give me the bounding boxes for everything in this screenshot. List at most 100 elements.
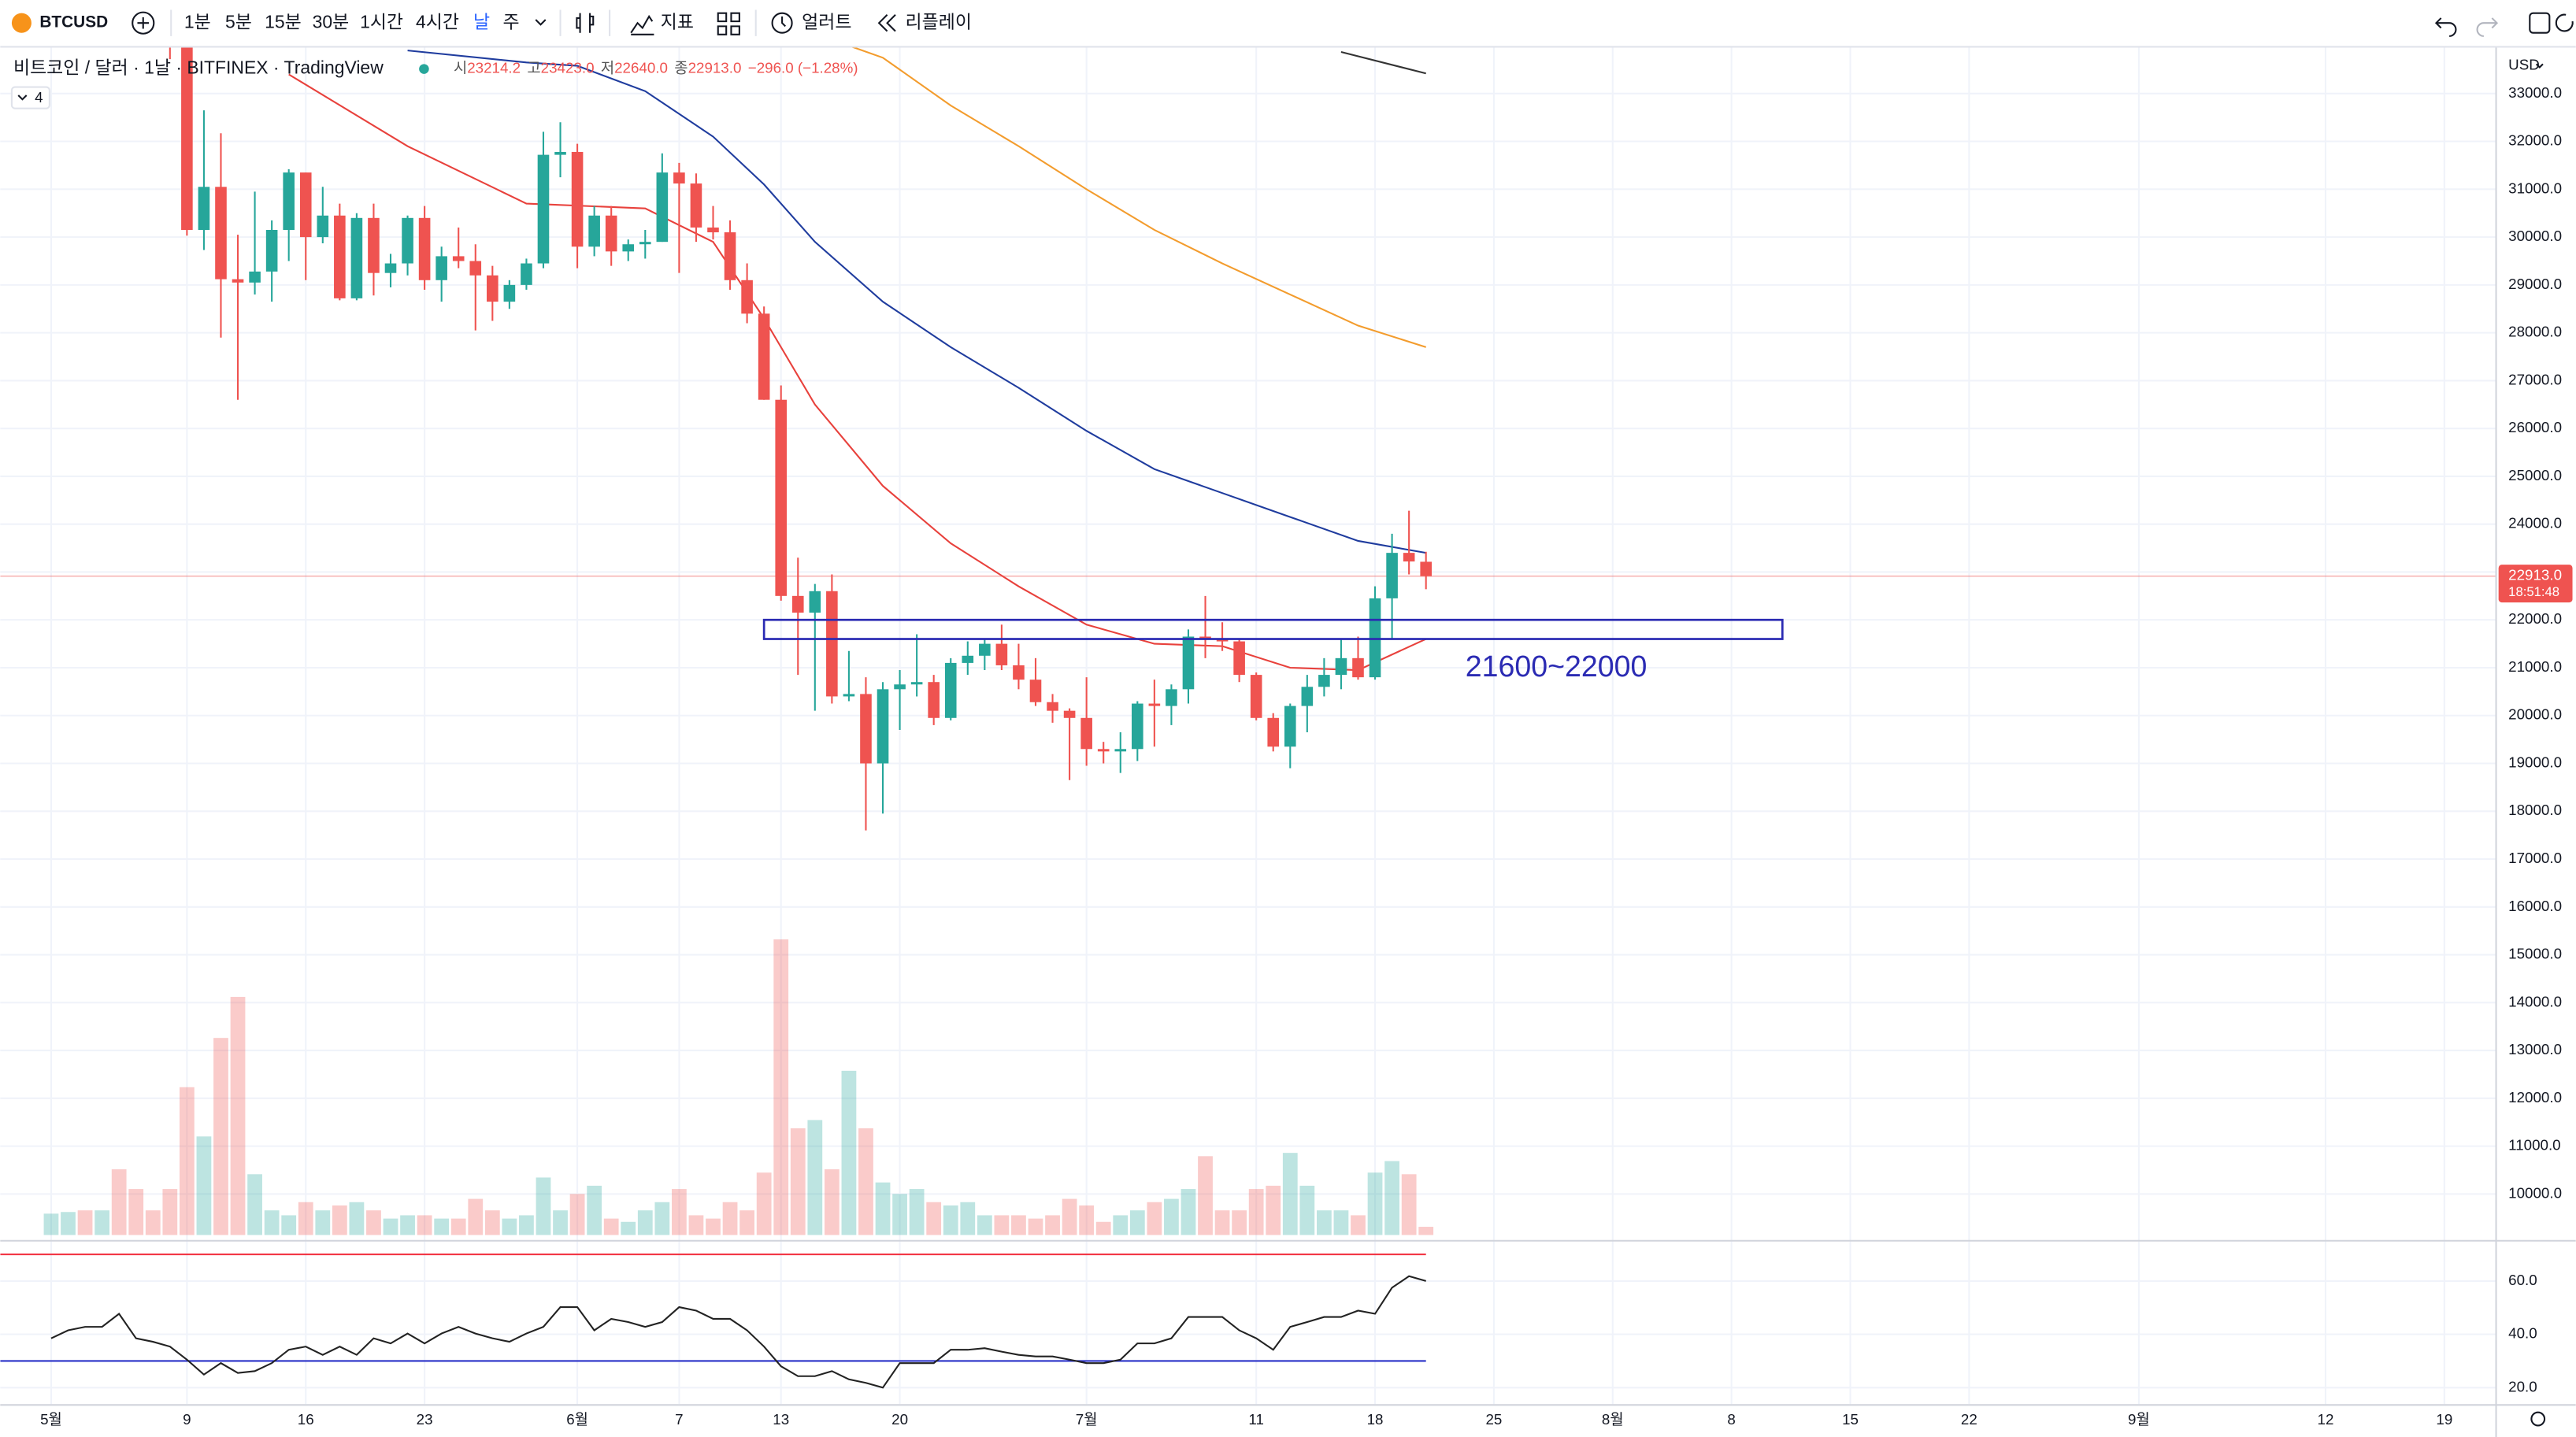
- axes-layer: USD 33000.0 32000.0 31000.0 30000.0 29000.0 28…: [0, 47, 2576, 1437]
- symbol[interactable]: BTCUSD: [39, 13, 108, 31]
- x-tick-label: 25: [1485, 1411, 1502, 1428]
- candle-body: [1216, 639, 1229, 642]
- add-symbol-button[interactable]: [132, 11, 155, 35]
- volume-bar: [1232, 1210, 1247, 1235]
- interval-dropdown[interactable]: [535, 19, 547, 26]
- last-price-tag: [2498, 565, 2573, 603]
- candle-body: [860, 694, 872, 764]
- interval-button[interactable]: 15분: [265, 11, 302, 31]
- candle-body: [707, 227, 719, 233]
- candle-body: [487, 275, 499, 302]
- series-title: 비트코인 / 달러 · 1날 · BITFINEX · TradingView: [13, 57, 384, 78]
- volume-bar: [502, 1218, 517, 1235]
- snapshot-button[interactable]: [2555, 13, 2574, 32]
- candle-body: [1063, 710, 1076, 718]
- volume-bar: [1367, 1172, 1383, 1235]
- volume-bar: [654, 1202, 670, 1235]
- volume-bar: [1248, 1189, 1264, 1235]
- candle-body: [249, 271, 261, 283]
- volume-bar: [790, 1128, 806, 1235]
- volume-bar: [349, 1202, 365, 1235]
- volume-bar: [95, 1210, 109, 1235]
- candle-body: [741, 280, 753, 314]
- candle-body: [1318, 675, 1330, 687]
- volume-bar: [553, 1210, 568, 1235]
- candle-body: [639, 242, 651, 245]
- volume-bar: [77, 1210, 93, 1235]
- y-tick-label: 25000.0: [2508, 467, 2562, 483]
- settings-button[interactable]: [2530, 1411, 2546, 1427]
- volume-bar: [1266, 1185, 1281, 1235]
- indicator-collapse-button[interactable]: [10, 86, 50, 109]
- annotation-box: [762, 618, 1784, 640]
- volume-bar: [960, 1202, 976, 1235]
- ohlc-value: 23423.0: [541, 60, 595, 76]
- candle-body: [1233, 641, 1245, 676]
- volume-bar: [1333, 1210, 1349, 1235]
- x-tick-label: 22: [1961, 1411, 1977, 1428]
- replay-button[interactable]: 리플레이: [906, 11, 972, 31]
- annotation-text: 21600~22000: [1466, 650, 1648, 683]
- volume-bar: [688, 1215, 704, 1235]
- volume-bar: [875, 1182, 891, 1235]
- ohlc-key: 고: [527, 60, 540, 76]
- y-tick-label: 30000.0: [2508, 228, 2562, 244]
- candle-body: [1047, 702, 1058, 711]
- price-layer: 21600~22000: [0, 47, 2496, 831]
- interval-button[interactable]: 30분: [313, 11, 350, 31]
- volume-bar: [247, 1174, 262, 1235]
- undo-button[interactable]: [2434, 17, 2457, 37]
- indicator-count[interactable]: 4: [35, 89, 43, 106]
- candle-body: [402, 217, 413, 264]
- volume-bar: [1401, 1174, 1417, 1235]
- volume-bar: [943, 1205, 958, 1235]
- chart-type-button[interactable]: [576, 13, 595, 33]
- volume-bar: [230, 997, 246, 1235]
- replay-icon[interactable]: [877, 14, 896, 32]
- x-tick-label: 7월: [1076, 1411, 1098, 1428]
- alert-button[interactable]: 얼러트: [802, 11, 851, 31]
- indicators-icon[interactable]: [630, 14, 654, 35]
- redo-button[interactable]: [2476, 17, 2499, 37]
- y-tick-label: 29000.0: [2508, 276, 2562, 292]
- indicators-button[interactable]: 지표: [661, 11, 694, 31]
- volume-bar: [773, 939, 789, 1235]
- candle-body: [1080, 717, 1092, 750]
- interval-button[interactable]: 주: [503, 11, 520, 31]
- candle-body: [384, 263, 397, 273]
- interval-button[interactable]: 4시간: [416, 11, 459, 31]
- interval-button[interactable]: 5분: [225, 11, 252, 31]
- volume-bar: [468, 1198, 484, 1235]
- market-status-dot: [419, 64, 429, 74]
- rsi-layer: [0, 1254, 1426, 1389]
- y-tick-label: 28000.0: [2508, 324, 2562, 340]
- volume-bar: [417, 1215, 432, 1235]
- y-tick-label: 18000.0: [2508, 802, 2562, 818]
- volume-bar: [1045, 1215, 1060, 1235]
- candle-body: [843, 694, 855, 697]
- y-tick-label: 33000.0: [2508, 84, 2562, 101]
- symbol-icon[interactable]: [11, 13, 32, 33]
- volume-bar: [841, 1070, 857, 1235]
- moving-average-line: [407, 50, 1426, 554]
- volume-bar: [484, 1210, 500, 1235]
- x-tick-label: 12: [2318, 1411, 2334, 1428]
- candle-body: [554, 151, 566, 155]
- x-tick-label: 23: [417, 1411, 433, 1428]
- interval-button-active[interactable]: 날: [473, 11, 490, 31]
- candle-body: [265, 229, 278, 272]
- interval-button[interactable]: 1시간: [360, 11, 403, 31]
- alert-icon[interactable]: [771, 12, 793, 34]
- fullscreen-button[interactable]: [2529, 12, 2551, 34]
- countdown-label: 18:51:48: [2508, 584, 2559, 599]
- volume-bar: [383, 1218, 398, 1235]
- moving-average-line: [288, 73, 1427, 672]
- layout-button[interactable]: [717, 12, 740, 35]
- interval-button[interactable]: 1분: [184, 11, 211, 31]
- volume-bar: [994, 1215, 1010, 1235]
- rsi-line: [50, 1275, 1426, 1389]
- volume-bar: [637, 1210, 653, 1235]
- y-tick-label: 16000.0: [2508, 898, 2562, 914]
- x-tick-label: 18: [1367, 1411, 1384, 1428]
